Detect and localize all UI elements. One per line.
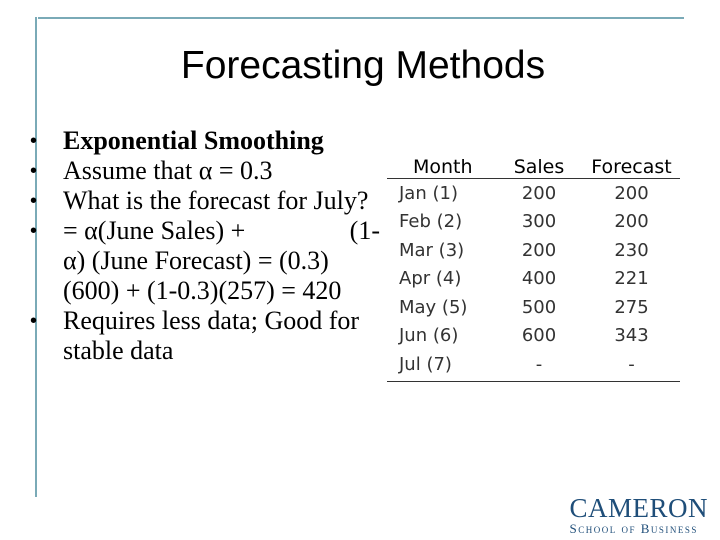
bullet-dot-icon: • bbox=[30, 310, 38, 332]
table-row: Jan (1) 200 200 bbox=[387, 179, 680, 208]
bullet-item: • Assume that α = 0.3 bbox=[30, 156, 380, 186]
logo-sub-text: School of Business bbox=[569, 521, 698, 536]
cell-forecast: 343 bbox=[614, 325, 649, 347]
cell-month: Apr (4) bbox=[399, 268, 462, 290]
cell-sales: 500 bbox=[521, 296, 557, 318]
cell-month: Jul (7) bbox=[399, 353, 452, 375]
bullet-text: Requires less data; Good for stable data bbox=[63, 306, 360, 365]
cell-sales: 300 bbox=[521, 211, 557, 233]
cell-month: Jan (1) bbox=[399, 182, 458, 204]
formula-start: = α(June Sales) + bbox=[63, 216, 246, 245]
bullet-dot-icon: • bbox=[30, 160, 38, 182]
cell-sales: 200 bbox=[521, 239, 557, 261]
cell-sales: - bbox=[535, 353, 543, 375]
cell-forecast: - bbox=[628, 353, 635, 375]
table-row: Mar (3) 200 230 bbox=[387, 236, 680, 265]
cell-month: Feb (2) bbox=[399, 211, 463, 233]
table-row: May (5) 500 275 bbox=[387, 293, 680, 322]
bullet-dot-icon: • bbox=[30, 220, 38, 242]
cell-month: May (5) bbox=[399, 296, 468, 318]
bullet-text: Assume that α = 0.3 bbox=[63, 156, 273, 185]
bullet-list: • Exponential Smoothing • Assume that α … bbox=[30, 126, 380, 366]
slide-frame-left-border bbox=[35, 17, 37, 497]
table-header-row: Month Sales Forecast bbox=[387, 150, 680, 179]
cell-forecast: 230 bbox=[614, 239, 649, 261]
formula-rest: α) (June Forecast) = (0.3)(600) + (1-0.3… bbox=[63, 246, 342, 305]
cell-sales: 200 bbox=[521, 182, 557, 204]
header-sales: Sales bbox=[513, 156, 565, 178]
slide-title: Forecasting Methods bbox=[180, 44, 546, 87]
bullet-dot-icon: • bbox=[30, 130, 38, 152]
logo-main-text: CAMERON bbox=[569, 493, 708, 523]
cell-forecast: 275 bbox=[614, 296, 649, 318]
table-row: Jul (7) - - bbox=[387, 350, 680, 379]
bullet-item: • Exponential Smoothing bbox=[30, 126, 380, 156]
cell-sales: 400 bbox=[521, 268, 557, 290]
cell-forecast: 200 bbox=[614, 211, 649, 233]
formula-end: (1- bbox=[349, 216, 380, 245]
bullet-text: Exponential Smoothing bbox=[63, 126, 324, 155]
bullet-text: What is the forecast for July? bbox=[63, 186, 369, 215]
cell-month: Mar (3) bbox=[399, 239, 465, 261]
slide-frame-top-border bbox=[38, 17, 684, 19]
header-month: Month bbox=[413, 156, 473, 178]
bullet-item: • = α(June Sales) + (1- α) (June Forecas… bbox=[30, 216, 380, 306]
bullet-dot-icon: • bbox=[30, 190, 38, 212]
cell-month: Jun (6) bbox=[399, 325, 459, 347]
forecast-table: Month Sales Forecast Jan (1) 200 200 Feb… bbox=[387, 150, 680, 382]
table-bottom-rule bbox=[387, 380, 680, 382]
cell-sales: 600 bbox=[521, 325, 557, 347]
cell-forecast: 200 bbox=[614, 182, 649, 204]
bullet-item: • Requires less data; Good for stable da… bbox=[30, 306, 380, 366]
table-row: Apr (4) 400 221 bbox=[387, 265, 680, 294]
header-forecast: Forecast bbox=[591, 156, 672, 178]
table-row: Feb (2) 300 200 bbox=[387, 208, 680, 237]
cell-forecast: 221 bbox=[614, 268, 649, 290]
formula-line: = α(June Sales) + (1- bbox=[63, 216, 380, 246]
table-row: Jun (6) 600 343 bbox=[387, 322, 680, 351]
cameron-logo: CAMERON School of Business bbox=[569, 495, 708, 537]
bullet-item: • What is the forecast for July? bbox=[30, 186, 380, 216]
